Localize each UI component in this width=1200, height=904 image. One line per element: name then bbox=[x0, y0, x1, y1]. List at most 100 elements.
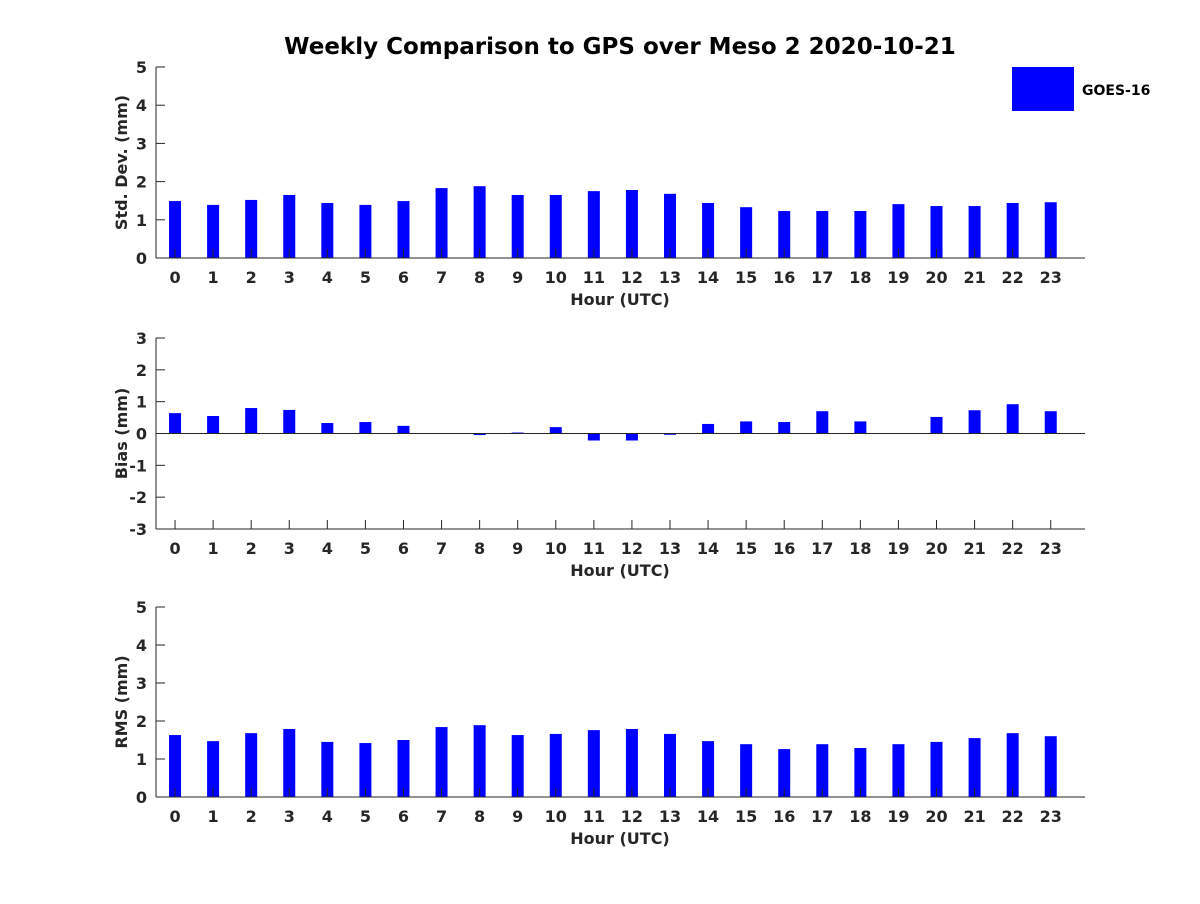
x-tick-label: 22 bbox=[1002, 539, 1024, 558]
bar bbox=[1006, 404, 1019, 434]
bar bbox=[169, 735, 182, 797]
x-tick-label: 0 bbox=[169, 807, 180, 826]
bar bbox=[1044, 411, 1057, 434]
x-tick-label: 20 bbox=[925, 539, 947, 558]
bar bbox=[702, 202, 715, 258]
bar bbox=[816, 211, 829, 258]
x-tick-label: 6 bbox=[398, 539, 409, 558]
x-tick-label: 21 bbox=[963, 807, 985, 826]
bar bbox=[435, 727, 448, 797]
bar bbox=[663, 733, 676, 797]
x-tick-label: 16 bbox=[773, 539, 795, 558]
bar bbox=[930, 416, 943, 434]
x-tick-label: 3 bbox=[284, 807, 295, 826]
bar bbox=[587, 191, 600, 258]
x-tick-label: 9 bbox=[512, 268, 523, 287]
bar bbox=[740, 744, 753, 797]
x-tick-label: 8 bbox=[474, 539, 485, 558]
x-tick-label: 11 bbox=[583, 539, 605, 558]
bar bbox=[587, 433, 600, 441]
bar bbox=[740, 421, 753, 434]
bar bbox=[625, 728, 638, 797]
bar bbox=[968, 410, 981, 434]
bar bbox=[663, 193, 676, 258]
bar bbox=[245, 733, 258, 797]
x-tick-label: 18 bbox=[849, 539, 871, 558]
bar bbox=[511, 735, 524, 797]
x-tick-label: 1 bbox=[208, 807, 219, 826]
x-axis-label: Hour (UTC) bbox=[570, 829, 670, 848]
x-tick-label: 7 bbox=[436, 268, 447, 287]
y-tick-label: 2 bbox=[136, 361, 147, 380]
bar bbox=[549, 194, 562, 258]
x-tick-label: 12 bbox=[621, 807, 643, 826]
bar bbox=[816, 744, 829, 797]
y-tick-label: -1 bbox=[129, 456, 147, 475]
bar bbox=[397, 201, 410, 258]
bar bbox=[549, 733, 562, 797]
bar bbox=[473, 186, 486, 258]
x-tick-label: 21 bbox=[963, 539, 985, 558]
x-tick-label: 4 bbox=[322, 268, 333, 287]
x-tick-label: 10 bbox=[545, 807, 567, 826]
x-tick-label: 14 bbox=[697, 539, 719, 558]
bar bbox=[968, 738, 981, 797]
bar bbox=[930, 741, 943, 797]
bar bbox=[1044, 202, 1057, 258]
bar bbox=[207, 415, 220, 434]
x-tick-label: 20 bbox=[925, 807, 947, 826]
x-tick-label: 0 bbox=[169, 539, 180, 558]
x-tick-label: 2 bbox=[246, 539, 257, 558]
bar bbox=[702, 741, 715, 797]
bar bbox=[321, 741, 334, 797]
bar bbox=[473, 433, 486, 436]
bar bbox=[207, 204, 220, 258]
x-tick-label: 19 bbox=[887, 268, 909, 287]
bar bbox=[778, 422, 791, 434]
chart-title: Weekly Comparison to GPS over Meso 2 202… bbox=[284, 34, 956, 60]
bar bbox=[207, 741, 220, 797]
bar bbox=[169, 413, 182, 434]
x-axis-label: Hour (UTC) bbox=[570, 290, 670, 309]
x-tick-label: 1 bbox=[208, 268, 219, 287]
bar bbox=[435, 188, 448, 258]
x-tick-label: 4 bbox=[322, 807, 333, 826]
x-tick-label: 9 bbox=[512, 539, 523, 558]
bar bbox=[816, 411, 829, 434]
y-tick-label: 1 bbox=[136, 393, 147, 412]
x-tick-label: 13 bbox=[659, 268, 681, 287]
bar bbox=[625, 433, 638, 441]
bar bbox=[397, 425, 410, 434]
y-tick-label: -2 bbox=[129, 488, 147, 507]
x-tick-label: 22 bbox=[1002, 807, 1024, 826]
y-axis-label: Std. Dev. (mm) bbox=[112, 95, 131, 230]
x-tick-label: 13 bbox=[659, 807, 681, 826]
bar bbox=[892, 204, 905, 258]
bar bbox=[245, 199, 258, 258]
bar bbox=[625, 190, 638, 258]
bar bbox=[283, 409, 296, 434]
bar bbox=[473, 725, 486, 797]
x-axis-label: Hour (UTC) bbox=[570, 561, 670, 580]
y-tick-label: 3 bbox=[136, 329, 147, 348]
x-tick-label: 11 bbox=[583, 268, 605, 287]
x-tick-label: 3 bbox=[284, 268, 295, 287]
x-tick-label: 10 bbox=[545, 268, 567, 287]
bar bbox=[854, 747, 867, 797]
bar bbox=[930, 206, 943, 258]
bar bbox=[169, 201, 182, 258]
y-tick-label: 4 bbox=[136, 96, 147, 115]
y-tick-label: 4 bbox=[136, 636, 147, 655]
x-tick-label: 12 bbox=[621, 539, 643, 558]
bar bbox=[1006, 202, 1019, 258]
x-tick-label: 5 bbox=[360, 807, 371, 826]
x-tick-label: 5 bbox=[360, 539, 371, 558]
x-tick-label: 20 bbox=[925, 268, 947, 287]
x-tick-label: 22 bbox=[1002, 268, 1024, 287]
bar bbox=[549, 427, 562, 434]
x-tick-label: 11 bbox=[583, 807, 605, 826]
